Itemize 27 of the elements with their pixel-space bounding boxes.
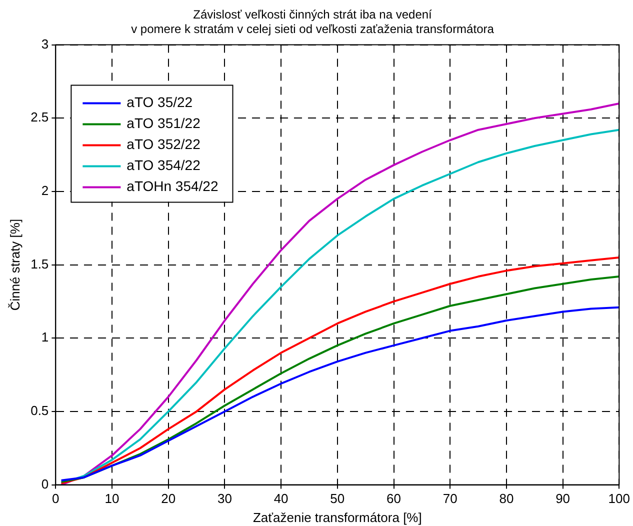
legend-label: aTO 354/22 bbox=[126, 157, 201, 174]
y-tick-label: 0 bbox=[41, 476, 49, 492]
y-tick-label: 1 bbox=[41, 330, 49, 345]
text: Závislosť veľkosti činných strát iba na vedení bbox=[193, 8, 432, 22]
x-tick-label: 80 bbox=[499, 491, 514, 506]
x-tick-label: 10 bbox=[104, 491, 120, 506]
legend-label: aTO 35/22 bbox=[126, 94, 193, 110]
y-tick-label: 0.5 bbox=[30, 403, 49, 418]
x-tick-label: 0 bbox=[52, 491, 60, 506]
y-tick-label: 2.5 bbox=[30, 110, 49, 125]
x-tick-label: 50 bbox=[330, 491, 345, 506]
y-axis-title: Činné straty [%] bbox=[7, 218, 22, 311]
x-tick-label: 70 bbox=[442, 491, 458, 506]
x-tick-label: 20 bbox=[161, 491, 176, 506]
x-tick-label: 30 bbox=[217, 491, 232, 506]
x-tick-label: 60 bbox=[386, 491, 401, 506]
y-tick-label: 3 bbox=[41, 36, 49, 52]
legend-label: aTO 352/22 bbox=[126, 136, 201, 152]
legend-label: aTOHn 354/22 bbox=[126, 178, 218, 194]
x-axis-title: Zaťaženie transformátora [%] bbox=[252, 510, 422, 525]
y-tick-label: 1.5 bbox=[30, 256, 49, 272]
legend-label: aTO 351/22 bbox=[126, 115, 201, 132]
x-tick-label: 90 bbox=[556, 491, 570, 506]
x-tick-label: 40 bbox=[274, 491, 288, 506]
x-tick-label: 100 bbox=[608, 491, 630, 506]
y-tick-label: 2 bbox=[41, 183, 49, 198]
text: v pomere k stratám v celej sieti od veľkosti zaťaženia transformátora bbox=[131, 22, 494, 36]
